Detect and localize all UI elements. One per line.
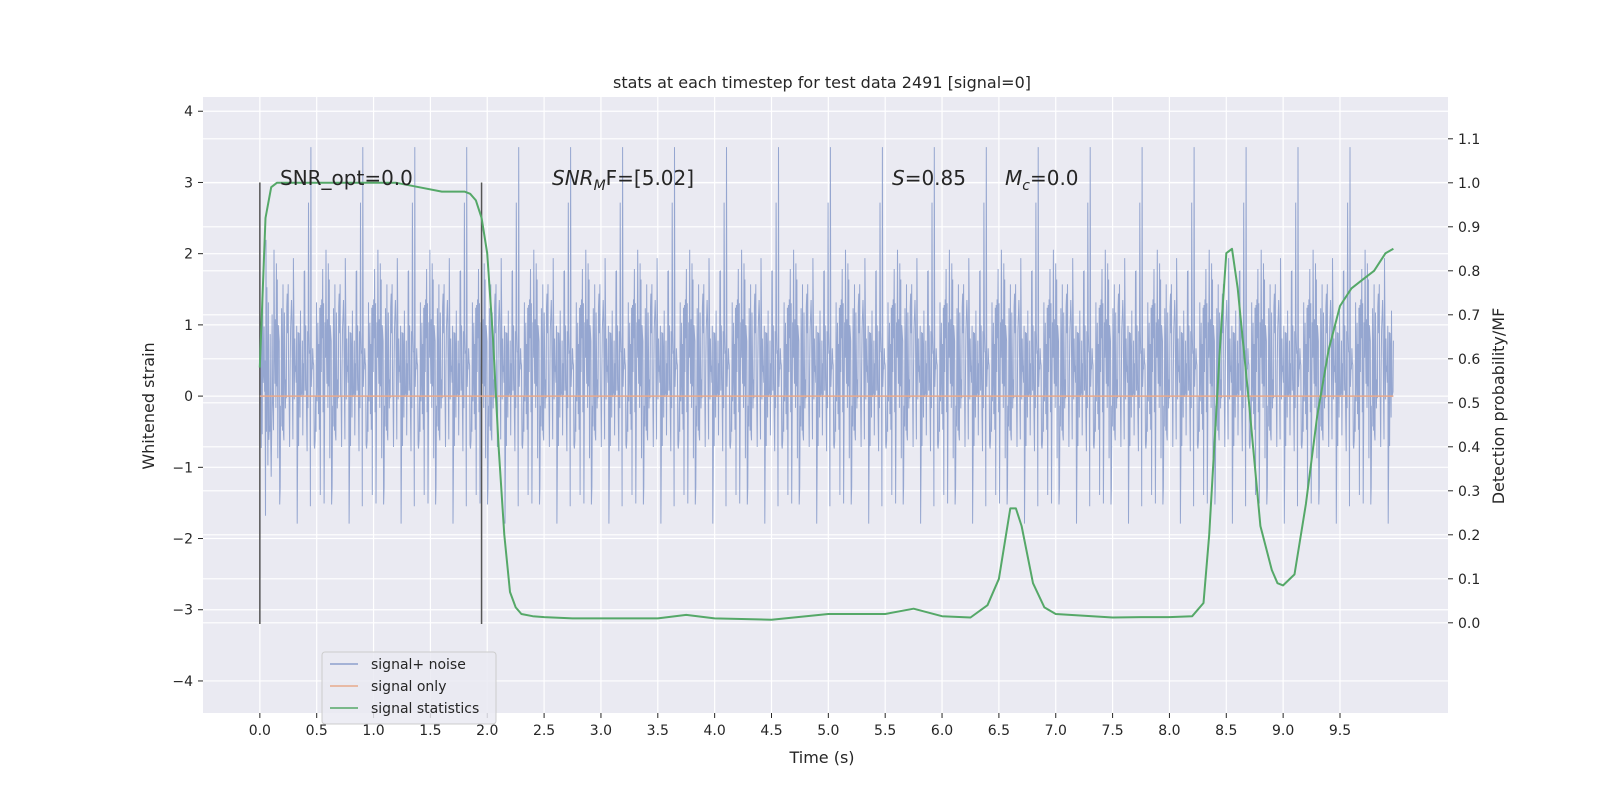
y-tick-label: −3 — [172, 603, 193, 619]
y-tick-label: 3 — [184, 175, 193, 191]
x-tick-label: 7.0 — [1045, 723, 1067, 739]
annotation-snr-mf-value: F=[5.02] — [606, 166, 694, 190]
vertical-markers — [259, 182, 483, 624]
x-tick-label: 4.0 — [704, 723, 726, 739]
x-tick-label: 2.5 — [533, 723, 555, 739]
series-signal-statistics — [258, 181, 1394, 621]
x-tick-label: 7.5 — [1101, 723, 1123, 739]
annotation-s-value: =0.85 — [905, 166, 966, 190]
x-tick-label: 1.5 — [419, 723, 441, 739]
legend-label-signal-only: signal only — [371, 679, 446, 695]
y-axis-label: Whitened strain — [139, 342, 158, 469]
x-tick-label: 9.5 — [1329, 723, 1351, 739]
annotation-s: S=0.85 — [892, 166, 966, 190]
annotation-snr-mf: SNRMF=[5.02] — [552, 166, 694, 194]
y2-tick-label: 1.0 — [1458, 176, 1480, 192]
y-tick-label: −2 — [172, 532, 193, 548]
y2-axis-label: Detection probability/MF — [1489, 308, 1508, 505]
y-tick-label: 2 — [184, 247, 193, 263]
x-tick-label: 0.0 — [249, 723, 271, 739]
y-tick-label: 4 — [184, 104, 193, 120]
annotation-mc-value: =0.0 — [1030, 166, 1079, 190]
y-tick-label: −4 — [172, 674, 193, 690]
legend: signal+ noise signal only signal statist… — [321, 651, 497, 725]
y-tick-label: −1 — [172, 460, 193, 476]
y2-tick-label: 0.2 — [1458, 528, 1480, 544]
axis-ticks: 0.0 0.5 1.0 1.5 2.0 2.5 3.0 3.5 4.0 4.5 5.0 5.5 6.0 6… — [172, 104, 1480, 739]
y2-tick-label: 0.4 — [1458, 440, 1480, 456]
legend-label-signal-statistics: signal statistics — [371, 701, 479, 717]
x-tick-label: 2.0 — [476, 723, 498, 739]
x-tick-label: 9.0 — [1272, 723, 1294, 739]
x-tick-label: 3.0 — [590, 723, 612, 739]
x-tick-label: 0.5 — [306, 723, 328, 739]
annotation-snr-opt: SNR_opt=0.0 — [280, 166, 413, 190]
y2-tick-label: 0.5 — [1458, 396, 1480, 412]
x-tick-label: 8.5 — [1215, 723, 1237, 739]
y2-tick-label: 1.1 — [1458, 132, 1480, 148]
signal-noise-line — [259, 147, 1394, 524]
y2-tick-label: 0.1 — [1458, 572, 1480, 588]
y2-tick-label: 0.3 — [1458, 484, 1480, 500]
signal-statistics-line — [258, 181, 1394, 621]
x-axis-label: Time (s) — [788, 748, 854, 767]
y-tick-label: 1 — [184, 318, 193, 334]
y2-tick-label: 0.7 — [1458, 308, 1480, 324]
y2-tick-label: 0.8 — [1458, 264, 1480, 280]
legend-label-signal-noise: signal+ noise — [371, 657, 466, 673]
x-tick-label: 4.5 — [760, 723, 782, 739]
y2-tick-label: 0.9 — [1458, 220, 1480, 236]
y2-tick-label: 0.6 — [1458, 352, 1480, 368]
x-tick-label: 6.5 — [988, 723, 1010, 739]
chart-title: stats at each timestep for test data 249… — [613, 73, 1031, 92]
x-tick-label: 5.5 — [874, 723, 896, 739]
legend-box — [321, 651, 497, 725]
y2-tick-label: 0.0 — [1458, 616, 1480, 632]
x-tick-label: 8.0 — [1158, 723, 1180, 739]
x-tick-label: 1.0 — [362, 723, 384, 739]
series-signal-noise — [259, 147, 1394, 524]
y-tick-label: 0 — [184, 389, 193, 405]
annotation-mc: Mc=0.0 — [1005, 166, 1079, 194]
x-tick-label: 6.0 — [931, 723, 953, 739]
x-tick-label: 5.0 — [817, 723, 839, 739]
x-tick-label: 3.5 — [647, 723, 669, 739]
